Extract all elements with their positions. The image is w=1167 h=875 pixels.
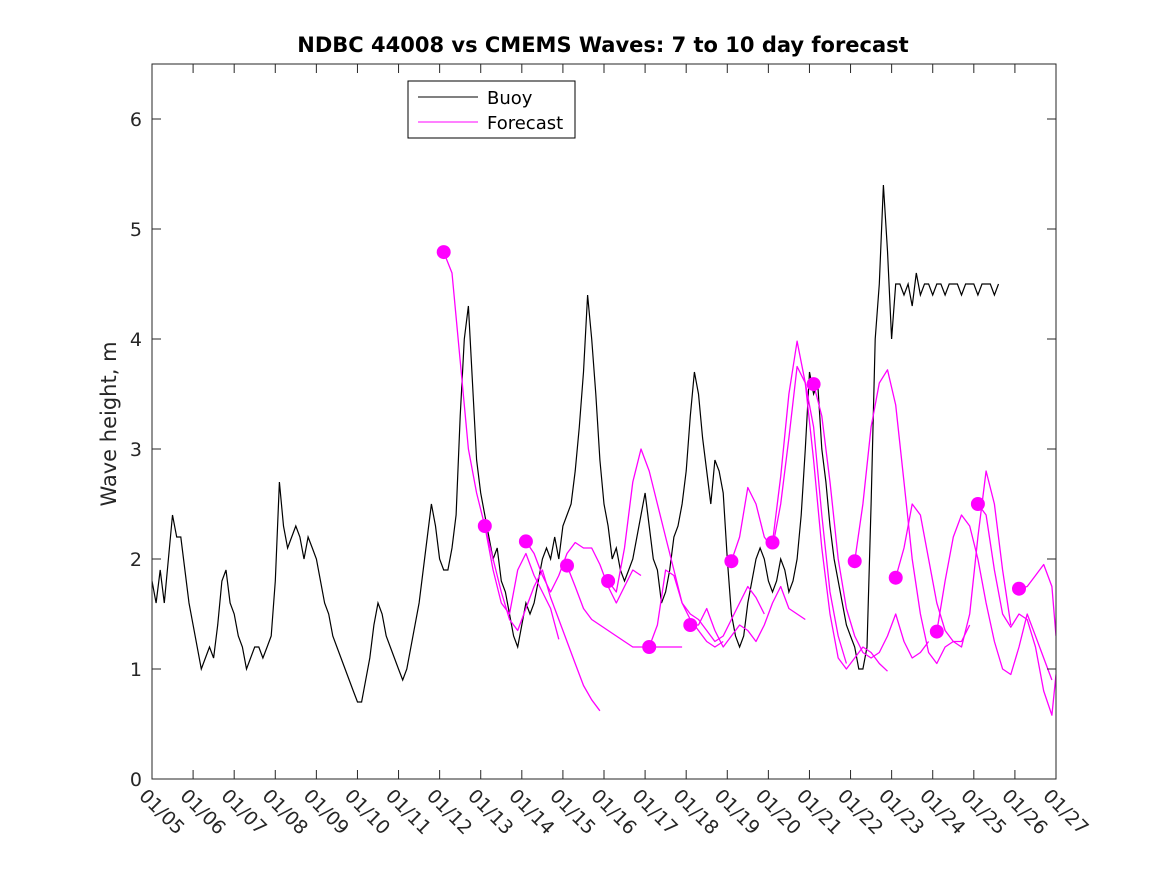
y-axis-label: Wave height, m (97, 341, 121, 506)
forecast-run-line-2 (484, 525, 601, 712)
legend-box (407, 80, 576, 139)
forecast-start-point-4 (560, 558, 574, 573)
forecast-start-point-2 (477, 519, 492, 533)
forecast-start-point-9 (765, 535, 780, 550)
forecast-run-line-15 (1018, 563, 1056, 637)
forecast-start-point-7 (683, 618, 698, 632)
legend-forecast-label: Forecast (487, 113, 563, 134)
forecast-run-line-4 (566, 565, 683, 648)
forecast-run-line-12 (895, 470, 1012, 648)
y-tick-label: 1 (130, 659, 142, 681)
forecast-start-point-10 (806, 377, 821, 392)
forecast-start-point-11 (847, 554, 862, 569)
chart-title: NDBC 44008 vs CMEMS Waves: 7 to 10 day f… (297, 33, 908, 57)
forecast-run-line-8 (730, 365, 848, 664)
y-tick-label: 2 (130, 549, 142, 571)
forecast-run-line-3 (525, 541, 642, 604)
y-tick-label: 4 (130, 329, 142, 351)
forecast-run-line-13 (936, 514, 1053, 681)
forecast-run-line-7 (690, 585, 806, 648)
forecast-start-point-15 (1012, 581, 1026, 596)
forecast-start-point-12 (888, 570, 903, 585)
buoy-series-line (152, 184, 1000, 703)
forecast-start-point-3 (518, 534, 533, 549)
forecast-start-point-14 (970, 497, 985, 511)
forecast-run-line-6 (648, 569, 765, 648)
forecast-run-line-10 (812, 383, 930, 659)
forecast-start-point-1 (436, 245, 451, 260)
forecast-start-point-6 (642, 640, 657, 654)
forecast-run-line-1 (443, 251, 560, 640)
plot-area (151, 63, 1057, 780)
legend: Buoy Forecast (407, 80, 576, 139)
legend-buoy-label: Buoy (487, 88, 533, 109)
y-axis: 0 1 2 3 4 5 6 (130, 109, 1056, 791)
forecast-start-point-5 (601, 574, 616, 588)
forecast-start-point-13 (929, 624, 944, 639)
y-tick-label: 6 (130, 109, 142, 131)
y-tick-label: 3 (130, 439, 142, 461)
forecast-start-point-8 (724, 554, 739, 569)
y-tick-label: 5 (130, 219, 142, 241)
forecast-run-line-9 (771, 340, 888, 672)
forecast-run-line-14 (977, 503, 1056, 716)
forecast-run-line-5 (607, 448, 724, 648)
y-tick-label: 0 (130, 769, 142, 791)
forecast-run-line-11 (854, 369, 971, 665)
